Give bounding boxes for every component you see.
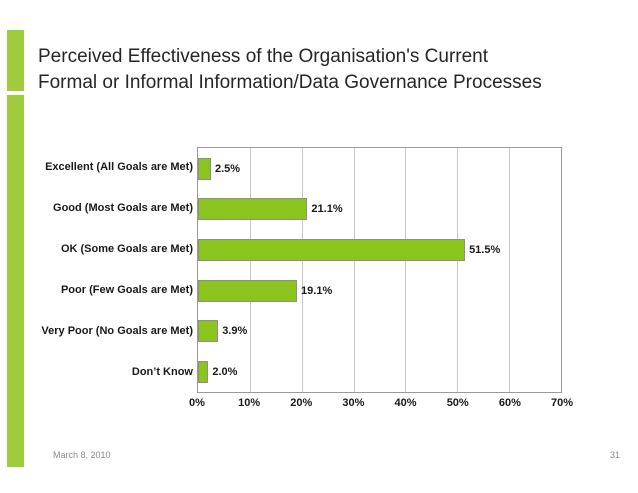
footer-date: March 8, 2010 (53, 450, 111, 460)
bar-row: 21.1% (198, 189, 561, 230)
bar-chart-plot-area: 2.5% 21.1% 51.5% 19.1% 3.9% 2.0% (197, 147, 562, 393)
category-label: Poor (Few Goals are Met) (60, 284, 193, 296)
x-axis-tick-label: 10% (238, 397, 261, 409)
bar (198, 279, 298, 302)
bar (198, 320, 219, 343)
bar (198, 198, 308, 221)
bar (198, 360, 209, 383)
category-label: Excellent (All Goals are Met) (45, 161, 193, 173)
bar-value-label: 51.5% (469, 243, 501, 256)
category-label: Very Poor (No Goals are Met) (41, 325, 193, 337)
bar-row: 2.5% (198, 148, 561, 189)
bar-value-label: 3.9% (222, 325, 248, 338)
category-axis-labels: Excellent (All Goals are Met) Good (Most … (35, 147, 193, 393)
accent-bar-main-segment (7, 95, 24, 467)
bar-row: 51.5% (198, 229, 561, 270)
bar-value-label: 21.1% (311, 203, 343, 216)
x-axis-tick-label: 40% (394, 397, 417, 409)
bar-row: 3.9% (198, 311, 561, 352)
x-axis-tick-label: 70% (550, 397, 574, 409)
bar-value-label: 2.0% (212, 365, 238, 378)
x-axis-tick-label: 30% (342, 397, 365, 409)
bar (198, 157, 211, 180)
x-axis-tick-label: 60% (498, 397, 521, 409)
category-label: OK (Some Goals are Met) (60, 243, 193, 255)
slide-title-line1: Perceived Effectiveness of the Organisat… (38, 46, 489, 67)
bar (198, 238, 466, 261)
category-label: Good (Most Goals are Met) (53, 202, 193, 214)
slide-title-line2: Formal or Informal Information/Data Gove… (38, 72, 542, 93)
bar-row: 2.0% (198, 351, 561, 392)
x-axis-tick-label: 20% (290, 397, 313, 409)
bar-row: 19.1% (198, 270, 561, 311)
gridline (457, 148, 459, 392)
gridline (509, 148, 511, 392)
gridline (405, 148, 407, 392)
slide-title: Perceived Effectiveness of the Organisat… (38, 44, 630, 96)
x-axis-tick-label: 0% (189, 397, 205, 409)
x-axis-tick-labels: 0% 10% 20% 30% 40% 50% 60% 70% (189, 397, 573, 413)
gridline (353, 148, 355, 392)
category-label: Don’t Know (131, 366, 193, 378)
accent-bar-top-segment (7, 30, 24, 91)
footer-page-number: 31 (609, 450, 620, 460)
gridline (249, 148, 251, 392)
x-axis-tick-label: 50% (446, 397, 469, 409)
gridline (301, 148, 303, 392)
bar-value-label: 2.5% (214, 162, 241, 175)
bar-value-label: 19.1% (301, 284, 333, 297)
